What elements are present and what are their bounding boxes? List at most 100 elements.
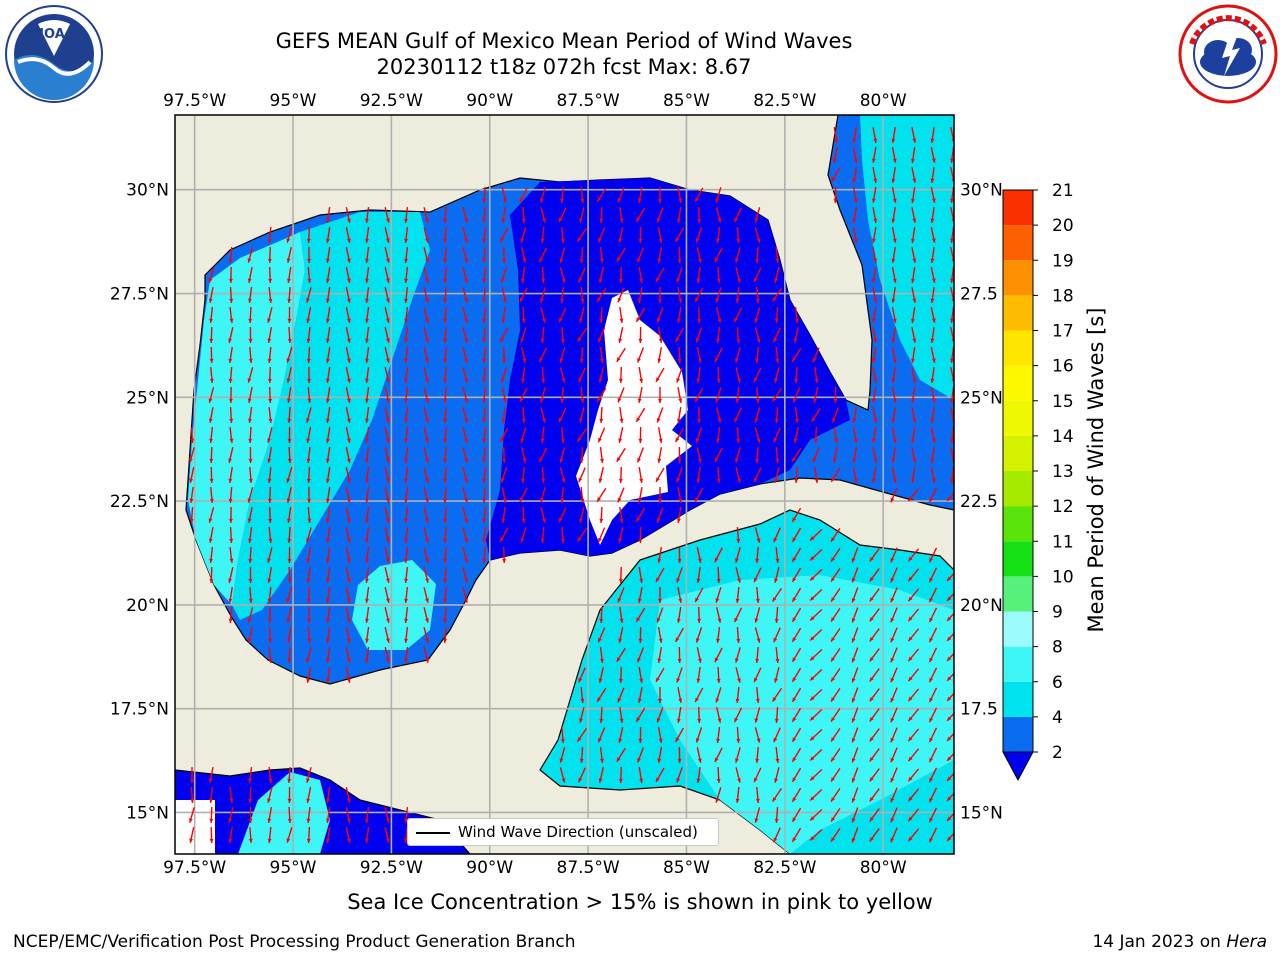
wind-arrow [325, 606, 331, 624]
x-tick-label: 97.5°W [163, 858, 226, 878]
wind-arrow [928, 727, 938, 743]
wind-arrow [287, 326, 292, 344]
wind-arrow [638, 226, 643, 244]
wind-arrow [676, 306, 682, 324]
wind-arrow [754, 527, 761, 543]
wind-arrow [286, 386, 292, 404]
wind-arrow [638, 766, 644, 784]
wind-arrow [268, 506, 273, 524]
wind-arrow [502, 346, 507, 364]
wind-arrow [540, 287, 546, 303]
wind-arrow [482, 206, 487, 224]
wind-arrow [676, 506, 682, 524]
wind-arrow [696, 347, 702, 363]
wind-arrow [482, 266, 487, 284]
wind-arrow [735, 786, 740, 804]
wind-arrow [714, 547, 723, 563]
wind-arrow [676, 567, 683, 583]
wind-arrow [384, 207, 390, 223]
wind-arrow [345, 287, 351, 303]
wind-arrow [830, 567, 841, 583]
wind-arrow [871, 306, 877, 324]
wind-arrow [443, 386, 448, 404]
wind-arrow [832, 147, 838, 163]
wind-arrow [597, 427, 606, 443]
wind-arrow [384, 627, 390, 643]
wind-arrow [655, 667, 665, 683]
wind-arrow [657, 426, 663, 444]
wind-arrow [658, 687, 662, 703]
wind-arrow [851, 667, 859, 683]
wind-arrow [443, 266, 448, 284]
wind-arrow [618, 427, 624, 443]
wind-arrow [423, 207, 429, 223]
wind-arrow [890, 647, 898, 663]
wind-arrow [833, 126, 839, 144]
wind-arrow [462, 467, 468, 483]
wind-arrow [869, 648, 880, 662]
wind-arrow [384, 527, 390, 543]
wind-arrow [482, 506, 487, 524]
wind-arrow [791, 727, 802, 743]
wind-arrow [714, 247, 723, 263]
wind-arrow [596, 687, 607, 703]
wind-arrow [190, 767, 194, 783]
wind-arrow [482, 366, 487, 384]
wind-arrow [560, 386, 565, 404]
wind-arrow [774, 606, 779, 624]
wind-arrow [384, 247, 390, 263]
wind-arrow [325, 346, 331, 364]
wind-arrow [833, 426, 839, 444]
x-tick-label: 97.5°W [163, 91, 226, 111]
wind-arrow [791, 707, 802, 723]
wind-arrow [462, 227, 468, 243]
wind-arrow [248, 406, 253, 424]
wind-arrow [891, 227, 897, 243]
wind-arrow [890, 827, 898, 843]
wind-arrow [911, 447, 917, 463]
wind-arrow [189, 807, 195, 823]
wind-arrow [520, 327, 527, 343]
wind-arrow [267, 366, 272, 384]
wind-arrow [579, 707, 585, 723]
wind-arrow [637, 587, 643, 603]
legend-label: Wind Wave Direction (unscaled) [458, 823, 698, 841]
wind-arrow [443, 466, 448, 484]
x-tick-label: 80°W [860, 858, 907, 878]
wind-arrow [774, 267, 780, 283]
wind-arrow [618, 527, 624, 543]
wind-arrow [775, 446, 780, 464]
wind-arrow [462, 387, 468, 403]
wind-arrow [423, 587, 429, 603]
wind-arrow [208, 507, 215, 523]
colorbar-tick-label: 2 [1052, 743, 1063, 763]
wind-arrow [930, 406, 935, 424]
wind-arrow [869, 768, 880, 782]
wind-arrow [809, 709, 823, 721]
wind-arrow [501, 487, 507, 503]
wind-arrow [735, 667, 741, 683]
wind-arrow [676, 606, 682, 624]
x-tick-label: 90°W [466, 858, 513, 878]
wind-arrow [228, 486, 233, 504]
wind-arrow [229, 526, 234, 544]
wind-arrow [384, 607, 390, 623]
wind-arrow [617, 687, 625, 703]
wind-arrow [774, 306, 779, 324]
wind-arrow [286, 487, 292, 503]
wind-arrow [655, 767, 665, 783]
colorbar-segment [1003, 225, 1033, 261]
wind-arrow [733, 307, 743, 323]
y-ticks-left: 30°N 27.5°N 25°N 22.5°N 20°N 17.5°N 15°N [110, 181, 169, 824]
colorbar-segment [1003, 506, 1033, 542]
colorbar-tick-label: 18 [1052, 286, 1074, 306]
wind-arrow [910, 346, 916, 364]
wind-arrow [541, 466, 546, 484]
wind-arrow [910, 466, 916, 484]
wind-arrow [519, 387, 528, 403]
wind-arrow [930, 307, 936, 323]
wind-arrow [345, 547, 351, 563]
wind-arrow [830, 587, 841, 603]
wind-arrow [384, 467, 390, 483]
wind-arrow [325, 326, 331, 344]
